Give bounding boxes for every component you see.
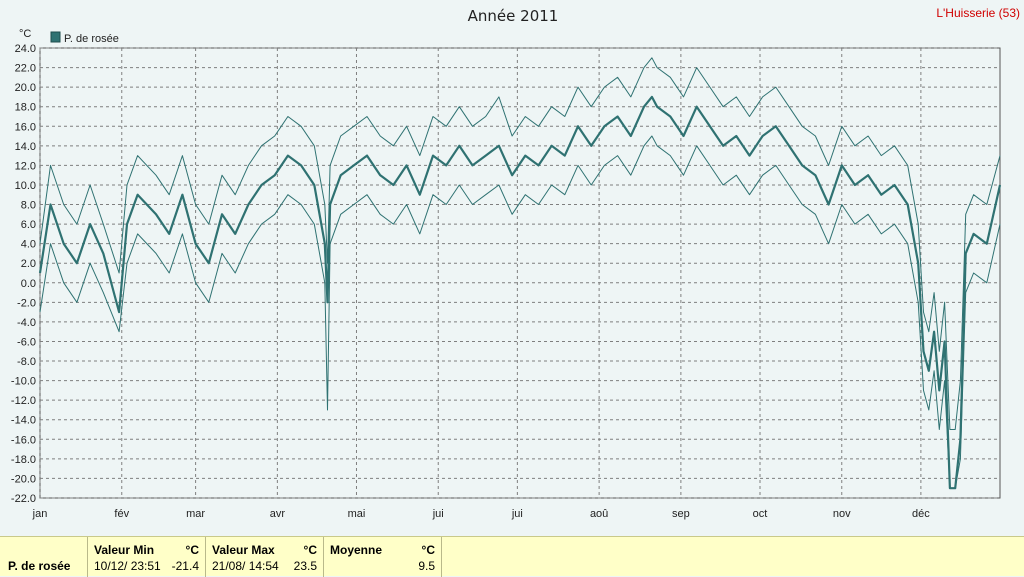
y-tick-label: 16.0 <box>15 121 36 133</box>
stats-min-cell: Valeur Min °C 10/12/ 23:51 -21.4 <box>88 537 206 577</box>
y-tick-label: -6.0 <box>17 336 36 348</box>
y-tick-label: -4.0 <box>17 317 36 329</box>
y-axis-unit: °C <box>19 28 31 40</box>
y-tick-label: 20.0 <box>15 82 36 94</box>
plot-area <box>39 47 1001 499</box>
y-tick-label: -14.0 <box>11 415 36 427</box>
min-header: Valeur Min <box>94 543 155 557</box>
y-tick-label: 10.0 <box>15 180 36 192</box>
x-tick-label: jan <box>32 508 48 520</box>
y-tick-label: -16.0 <box>11 434 36 446</box>
x-tick-label: nov <box>833 508 851 520</box>
y-tick-label: 14.0 <box>15 141 36 153</box>
series-line-upper <box>39 57 1001 430</box>
legend-label: P. de rosée <box>64 33 119 45</box>
series-line-lower <box>39 135 1001 489</box>
stats-panel: P. de rosée Valeur Min °C 10/12/ 23:51 -… <box>0 536 1024 577</box>
y-tick-label: 6.0 <box>21 219 36 231</box>
x-tick-label: jui <box>511 508 523 520</box>
chart: Année 2011 L'Huisserie (53) °C P. de ros… <box>11 6 1020 520</box>
x-tick-label: mar <box>186 508 205 520</box>
x-tick-label: sep <box>672 508 690 520</box>
y-tick-label: -12.0 <box>11 395 36 407</box>
series-group <box>38 57 1002 490</box>
x-tick-label: oct <box>753 508 768 520</box>
max-date: 21/08/ 14:54 <box>212 559 279 573</box>
stats-series-cell: P. de rosée <box>0 537 88 577</box>
y-tick-label: 12.0 <box>15 160 36 172</box>
max-value: 23.5 <box>293 559 317 573</box>
chart-title: Année 2011 <box>468 7 559 25</box>
legend-swatch <box>50 31 61 43</box>
y-tick-label: -18.0 <box>11 454 36 466</box>
max-unit: °C <box>303 543 317 557</box>
y-tick-label: 4.0 <box>21 239 36 251</box>
y-tick-label: 24.0 <box>15 43 36 55</box>
y-tick-label: -2.0 <box>17 297 36 309</box>
y-tick-label: -8.0 <box>17 356 36 368</box>
min-value: -21.4 <box>171 559 199 573</box>
y-tick-labels: 24.0 22.0 20.0 18.0 16.0 14.0 12.0 10.0 8.0 6.0 4.… <box>11 43 36 505</box>
min-date: 10/12/ 23:51 <box>94 559 161 573</box>
x-tick-label: avr <box>270 508 286 520</box>
stats-max-cell: Valeur Max °C 21/08/ 14:54 23.5 <box>206 537 324 577</box>
grid <box>39 47 1000 499</box>
y-tick-label: -20.0 <box>11 473 36 485</box>
x-tick-label: fév <box>114 508 129 520</box>
y-tick-label: -22.0 <box>11 493 36 505</box>
max-header: Valeur Max <box>212 543 275 557</box>
y-tick-label: 18.0 <box>15 102 36 114</box>
y-tick-label: 22.0 <box>15 63 36 75</box>
y-tick-label: 2.0 <box>21 258 36 270</box>
x-tick-label: mai <box>348 508 366 520</box>
stats-series-label: P. de rosée <box>8 559 71 573</box>
x-tick-label: jui <box>432 508 444 520</box>
x-tick-labels: jan fév mar avr mai jui jui aoû sep oct nov déc <box>32 508 931 520</box>
x-tick-label: aoû <box>590 508 608 520</box>
station-name: L'Huisserie (53) <box>936 6 1020 20</box>
x-tick-label: déc <box>912 508 930 520</box>
series-line-mean <box>38 95 1002 490</box>
legend: P. de rosée <box>50 31 119 45</box>
y-tick-label: -10.0 <box>11 376 36 388</box>
avg-unit: °C <box>421 543 435 557</box>
min-unit: °C <box>185 543 199 557</box>
y-tick-label: 8.0 <box>21 200 36 212</box>
stats-avg-cell: Moyenne °C 9.5 <box>324 537 442 577</box>
avg-value: 9.5 <box>418 559 435 573</box>
y-tick-label: 0.0 <box>21 278 36 290</box>
avg-header: Moyenne <box>330 543 383 557</box>
